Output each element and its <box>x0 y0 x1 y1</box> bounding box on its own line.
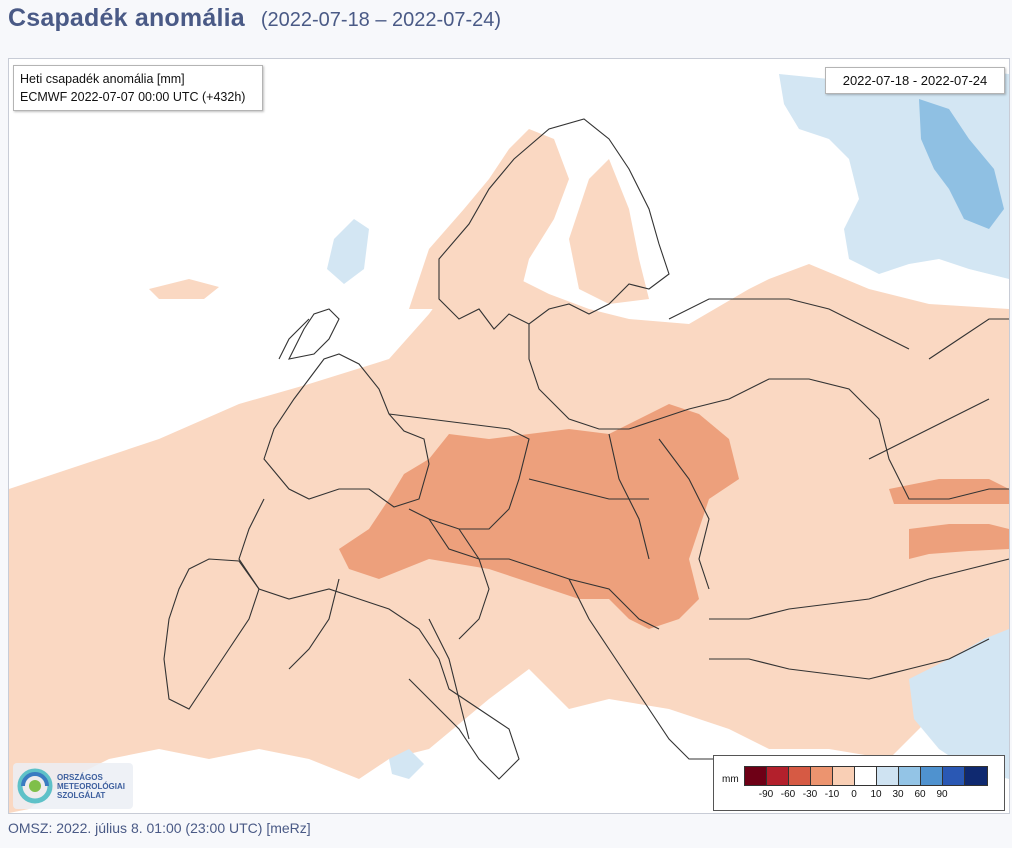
dry-anomaly-atlantic <box>149 279 219 299</box>
dry-anomaly-black-sea-east <box>889 479 1009 504</box>
legend-tick-label: -60 <box>780 789 796 800</box>
legend-tick-label: -30 <box>802 789 818 800</box>
dry-anomaly-caucasus <box>909 524 1009 559</box>
legend-swatch <box>789 767 811 785</box>
legend-tick-label: 60 <box>914 789 926 800</box>
legend-unit: mm <box>722 774 739 785</box>
date-range-box: 2022-07-18 - 2022-07-24 <box>825 67 1005 94</box>
country-borders <box>163 118 1009 780</box>
logo-line-3: SZOLGÁLAT <box>57 790 106 800</box>
legend-tick-label: 30 <box>892 789 904 800</box>
logo-line-2: METEOROLÓGIAI <box>57 781 125 791</box>
legend-swatch <box>767 767 789 785</box>
legend-swatch <box>745 767 767 785</box>
legend-swatch <box>855 767 877 785</box>
wet-anomaly-turkey-south <box>909 629 1009 779</box>
wet-anomaly-norway <box>327 219 369 284</box>
legend-swatch <box>943 767 965 785</box>
omsz-logo-icon <box>17 768 53 804</box>
legend-tick-label: -90 <box>758 789 774 800</box>
dry-anomaly-finland <box>569 159 649 304</box>
dry-anomaly-scandinavia <box>409 129 569 309</box>
omsz-logo-text: ORSZÁGOS METEOROLÓGIAI SZOLGÁLAT <box>57 773 125 800</box>
legend-ticks: -90 -60 -30 -10 0 10 30 60 90 <box>744 789 1009 803</box>
legend-swatch <box>877 767 899 785</box>
logo-line-1: ORSZÁGOS <box>57 772 103 782</box>
info-box: Heti csapadék anomália [mm] ECMWF 2022-0… <box>13 65 263 111</box>
period-subtitle: (2022-07-18 – 2022-07-24) <box>260 9 502 31</box>
legend-swatch <box>833 767 855 785</box>
dry-anomaly-area-medium <box>339 404 739 629</box>
info-line-2: ECMWF 2022-07-07 00:00 UTC (+432h) <box>20 90 246 104</box>
legend-tick-label: 90 <box>936 789 948 800</box>
legend-swatch <box>899 767 921 785</box>
legend-swatch <box>921 767 943 785</box>
legend-swatches <box>744 766 988 786</box>
legend-swatch <box>965 767 987 785</box>
legend-tick-label: 0 <box>851 789 857 800</box>
color-legend: mm -90 -60 -30 -10 0 10 30 60 90 <box>713 755 1005 811</box>
header: Csapadék anomália (2022-07-18 – 2022-07-… <box>8 4 501 44</box>
footer-timestamp: OMSZ: 2022. július 8. 01:00 (23:00 UTC) … <box>8 820 311 836</box>
legend-tick-label: -10 <box>824 789 840 800</box>
info-line-1: Heti csapadék anomália [mm] <box>20 72 185 86</box>
legend-swatch <box>811 767 833 785</box>
legend-tick-label: 10 <box>870 789 882 800</box>
page-title: Csapadék anomália <box>8 4 245 32</box>
anomaly-map: Heti csapadék anomália [mm] ECMWF 2022-0… <box>8 58 1010 814</box>
wet-anomaly-mediterranean-islands <box>389 749 424 779</box>
map-canvas <box>9 69 1009 813</box>
omsz-logo: ORSZÁGOS METEOROLÓGIAI SZOLGÁLAT <box>13 763 133 809</box>
wet-anomaly-russia-core <box>919 99 1004 229</box>
